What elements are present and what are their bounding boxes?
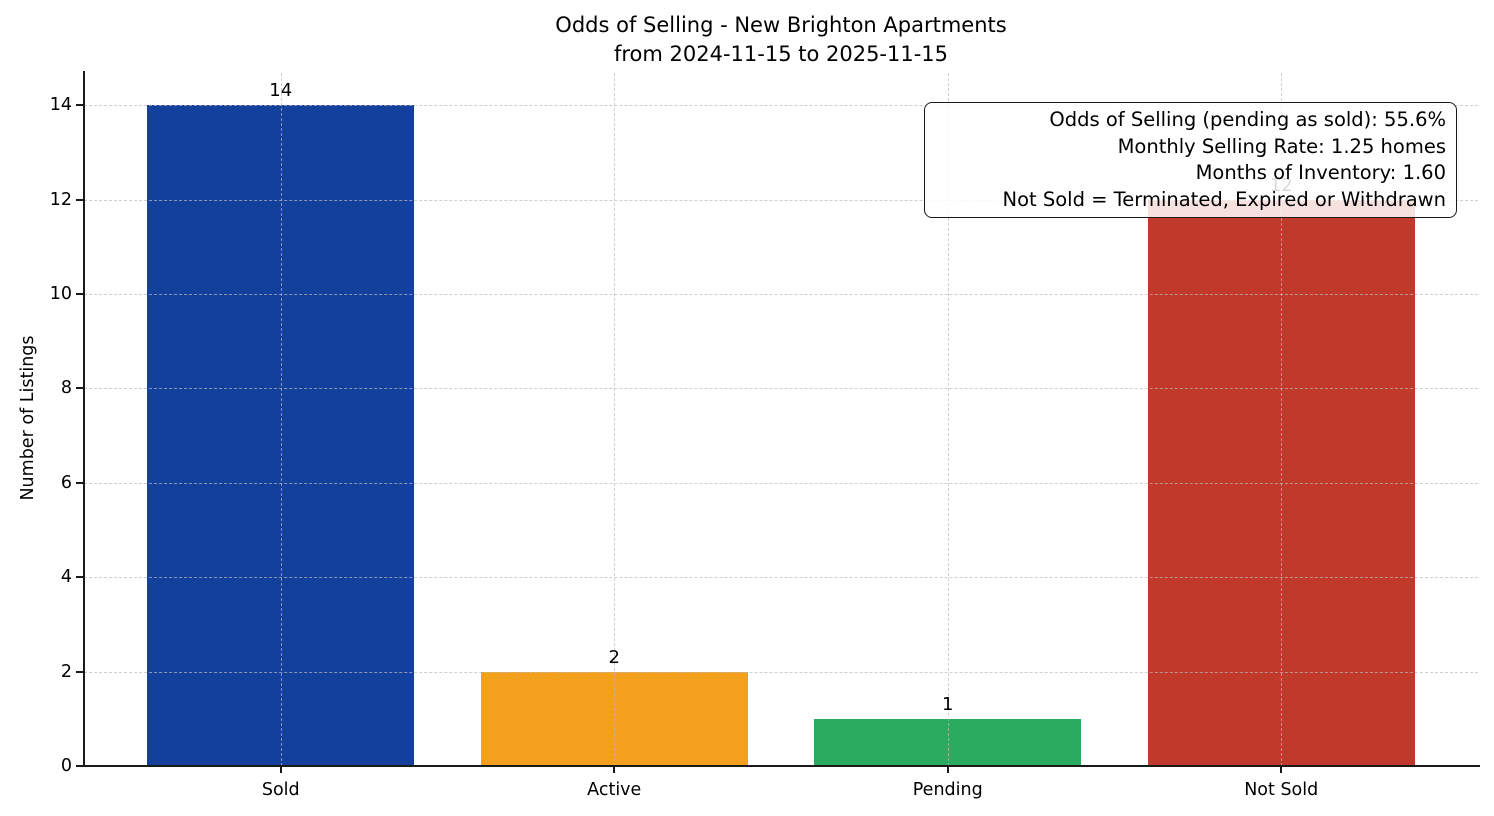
y-tick-label-14: 14 (49, 95, 72, 116)
chart-title: Odds of Selling - New Brighton Apartment… (555, 13, 1007, 37)
gridline-horizontal-12 (84, 199, 1478, 201)
y-tick-mark-8 (76, 387, 83, 390)
y-tick-label-2: 2 (60, 661, 72, 682)
annotation-months-of-inventory: Months of Inventory: 1.60 (1195, 161, 1446, 184)
stats-annotation-box: Odds of Selling (pending as sold): 55.6%… (924, 102, 1457, 218)
y-tick-label-10: 10 (49, 283, 72, 304)
x-tick-label-sold: Sold (261, 780, 300, 800)
x-tick-mark-pending (946, 767, 949, 773)
y-tick-mark-14 (76, 104, 83, 107)
bar-value-label-sold: 14 (269, 80, 293, 102)
x-axis-spine (83, 765, 1480, 767)
gridline-horizontal-10 (84, 293, 1478, 295)
x-tick-mark-sold (279, 767, 282, 773)
y-tick-label-0: 0 (60, 756, 72, 776)
gridline-horizontal-6 (84, 482, 1478, 484)
y-tick-label-4: 4 (60, 567, 72, 588)
annotation-monthly-selling-rate: Monthly Selling Rate: 1.25 homes (1117, 134, 1446, 158)
x-tick-label-active: Active (587, 780, 642, 800)
annotation-not-sold-definition: Not Sold = Terminated, Expired or Withdr… (1002, 187, 1446, 211)
gridline-vertical-sold (280, 73, 282, 766)
y-tick-mark-0 (76, 765, 83, 767)
bar-value-label-active: 2 (608, 646, 620, 668)
x-tick-mark-not-sold (1280, 767, 1283, 773)
gridline-vertical-pending (947, 73, 949, 766)
y-tick-label-12: 12 (49, 189, 72, 210)
annotation-odds-of-selling: Odds of Selling (pending as sold): 55.6% (1049, 108, 1446, 131)
y-tick-mark-6 (76, 481, 83, 484)
chart-title-block: Odds of Selling - New Brighton Apartment… (84, 11, 1478, 69)
y-tick-mark-2 (76, 670, 83, 673)
chart-subtitle: from 2024-11-15 to 2025-11-15 (613, 42, 949, 66)
y-tick-label-8: 8 (60, 378, 72, 399)
gridline-vertical-active (614, 73, 616, 766)
bar-active (480, 671, 748, 766)
y-axis-label: Number of Listings (18, 335, 38, 501)
y-tick-label-6: 6 (60, 472, 72, 493)
y-tick-mark-4 (76, 576, 83, 579)
y-axis-spine (83, 71, 85, 767)
gridline-horizontal-2 (84, 671, 1478, 673)
gridline-horizontal-8 (84, 388, 1478, 390)
x-tick-label-not-sold: Not Sold (1244, 780, 1319, 800)
y-tick-mark-12 (76, 198, 83, 201)
y-tick-mark-10 (76, 292, 83, 295)
gridline-vertical-not-sold (1281, 73, 1283, 766)
x-tick-label-pending: Pending (912, 780, 983, 800)
plot-area: 142112 (84, 73, 1478, 766)
gridline-horizontal-4 (84, 577, 1478, 579)
gridline-horizontal-14 (84, 105, 1478, 107)
bar-value-label-pending: 1 (942, 693, 954, 715)
x-tick-mark-active (613, 767, 616, 773)
